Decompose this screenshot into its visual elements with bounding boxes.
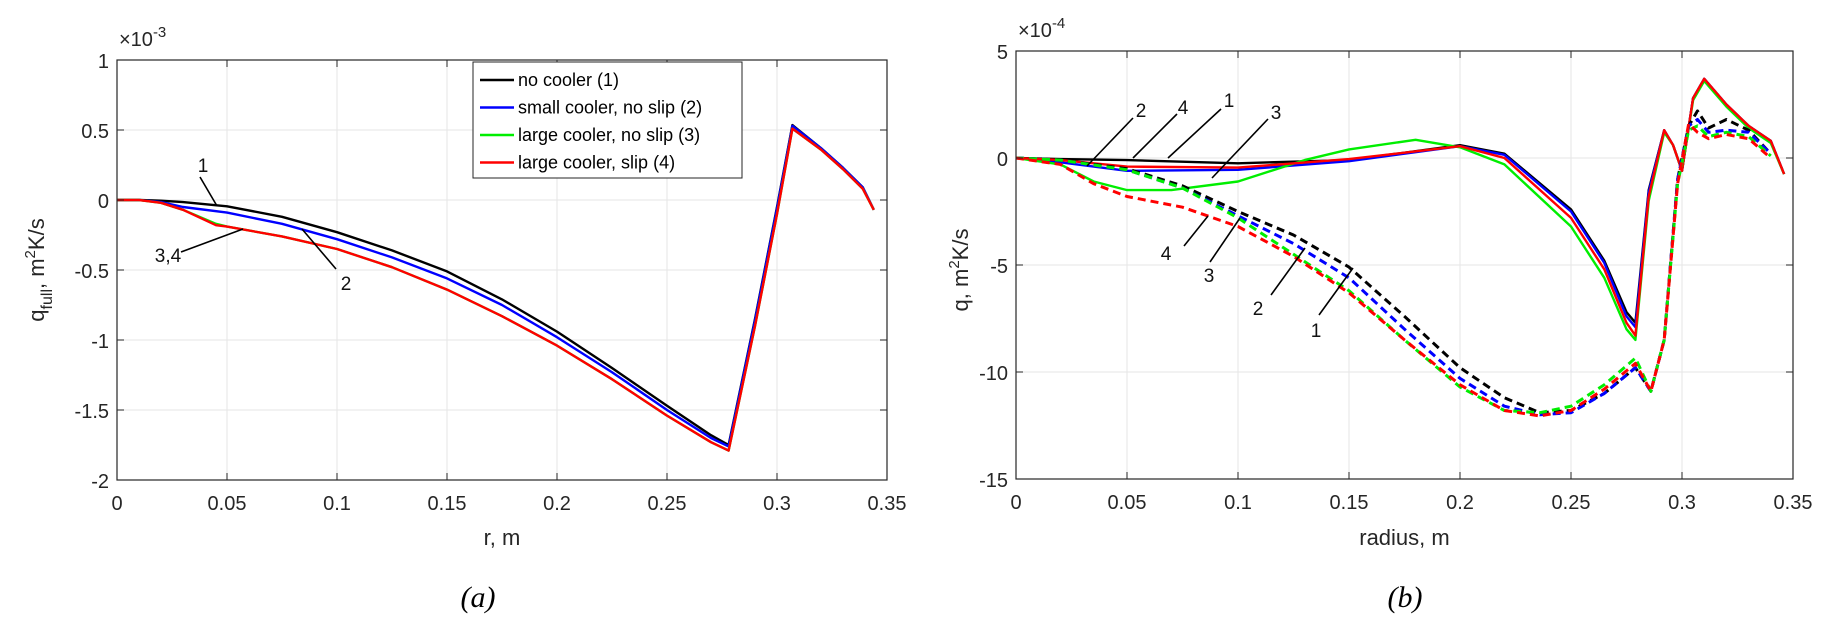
exponent-base: ×10 [119, 29, 153, 51]
annotation-label: 2 [1136, 101, 1147, 122]
y-tick-label: 0 [997, 149, 1008, 171]
y-axis-label: qfull, m2K/s [22, 218, 56, 321]
annotations-a: 13,42 [155, 156, 352, 295]
x-tick-label: 0.35 [1774, 492, 1813, 514]
series-line-7-dashed [1015, 124, 1772, 415]
annotation-leader-line [1209, 217, 1241, 263]
legend-entry-label: large cooler, slip (4) [518, 153, 675, 173]
x-tick-label: 0.35 [868, 493, 907, 515]
x-axis-label: radius, m [1359, 525, 1449, 550]
annotation-callout: 1 [1311, 267, 1354, 342]
x-tick-label: 0 [111, 493, 122, 515]
axis-exponent-label: ×10-4 [1018, 15, 1065, 42]
x-tick-label: 0.3 [1668, 492, 1696, 514]
y-axis-label: q, m2K/s [946, 229, 973, 312]
x-tick-label: 0.05 [208, 493, 247, 515]
series-line-4 [117, 127, 875, 452]
y-tick-label: -10 [979, 363, 1008, 385]
grid [1016, 51, 1793, 479]
y-tick-label: 0 [98, 191, 109, 213]
annotation-leader-line [1183, 215, 1209, 247]
series-line-2 [117, 124, 875, 448]
annotation-callout: 3 [1204, 217, 1241, 287]
annotation-label: 1 [1311, 321, 1322, 342]
annotation-label: 3,4 [155, 246, 182, 267]
exponent-base: ×10 [1018, 20, 1052, 42]
annotation-callout: 2 [1253, 247, 1306, 320]
y-tick-label: -0.5 [75, 261, 109, 283]
exponent-power: -4 [1052, 15, 1065, 32]
annotation-callout: 3,4 [155, 228, 244, 267]
y-tick-label: -5 [990, 256, 1008, 278]
y-tick-label: -15 [979, 470, 1008, 492]
annotation-callout: 3 [1211, 103, 1282, 179]
annotation-leader-line [1318, 267, 1354, 316]
x-tick-label: 0.3 [763, 493, 791, 515]
x-tick-label: 0.25 [1552, 492, 1591, 514]
y-tick-label: 1 [98, 51, 109, 73]
series-group [1015, 77, 1786, 418]
chart-panel-a: 0 0.05 0.1 0.15 0.2 0.25 0.3 0.35 -2 -1.5 -1 -0.5 0 0… [22, 24, 906, 614]
grid [117, 60, 887, 480]
axis-exponent-label: ×10-3 [119, 24, 166, 51]
x-tick-label: 0.1 [1224, 492, 1252, 514]
x-tick-label: 0.2 [543, 493, 571, 515]
legend-entry-label: large cooler, no slip (3) [518, 125, 700, 145]
annotation-label: 4 [1161, 244, 1172, 265]
panel-caption: (a) [461, 581, 496, 614]
x-tick-label: 0.05 [1108, 492, 1147, 514]
x-tick-label: 0.25 [648, 493, 687, 515]
x-tick-label: 0.15 [1330, 492, 1369, 514]
annotation-leader-line [180, 228, 244, 253]
annotation-label: 3 [1271, 103, 1282, 124]
series-line-4 [1015, 77, 1786, 337]
annotation-callout: 2 [301, 228, 352, 295]
annotation-label: 1 [1224, 91, 1235, 112]
y-tick-label: 0.5 [81, 121, 109, 143]
panel-caption: (b) [1388, 581, 1423, 614]
x-tick-label: 0.2 [1446, 492, 1474, 514]
annotation-leader-line [1270, 247, 1306, 296]
exponent-power: -3 [153, 24, 166, 41]
annotations-b: 2 4 1 3 4 3 2 1 [1086, 91, 1354, 342]
x-tick-label: 0.15 [428, 493, 467, 515]
annotation-callout: 4 [1132, 98, 1189, 159]
annotation-callout: 1 [198, 156, 218, 207]
annotation-label: 3 [1204, 266, 1215, 287]
legend: no cooler (1) small cooler, no slip (2) la… [472, 61, 743, 179]
legend-entry-label: small cooler, no slip (2) [518, 98, 702, 118]
y-tick-label: -1 [91, 331, 109, 353]
legend-entry-label: no cooler (1) [518, 70, 619, 90]
annotation-label: 2 [341, 274, 352, 295]
annotation-callout: 2 [1086, 101, 1147, 167]
annotation-leader-line [1086, 117, 1134, 167]
x-tick-label: 0 [1010, 492, 1021, 514]
annotation-leader-line [1211, 118, 1269, 179]
annotation-leader-line [199, 176, 218, 207]
y-tick-label: 5 [997, 42, 1008, 64]
y-tick-label: -2 [91, 471, 109, 493]
annotation-label: 2 [1253, 299, 1264, 320]
y-tick-label: -1.5 [75, 401, 109, 423]
annotation-callout: 1 [1167, 91, 1235, 159]
annotation-leader-line [1167, 108, 1222, 159]
annotation-label: 4 [1178, 98, 1189, 119]
legend-box [472, 61, 743, 179]
annotation-label: 1 [198, 156, 209, 177]
annotation-callout: 4 [1161, 215, 1209, 265]
annotation-leader-line [301, 228, 337, 270]
annotation-leader-line [1132, 113, 1178, 159]
chart-panel-b: 0 0.05 0.1 0.15 0.2 0.25 0.3 0.35 -15 -10 -5 0 5 ×10-… [946, 15, 1812, 614]
x-axis-label: r, m [484, 525, 521, 550]
x-tick-label: 0.1 [323, 493, 351, 515]
series-group [117, 123, 875, 452]
